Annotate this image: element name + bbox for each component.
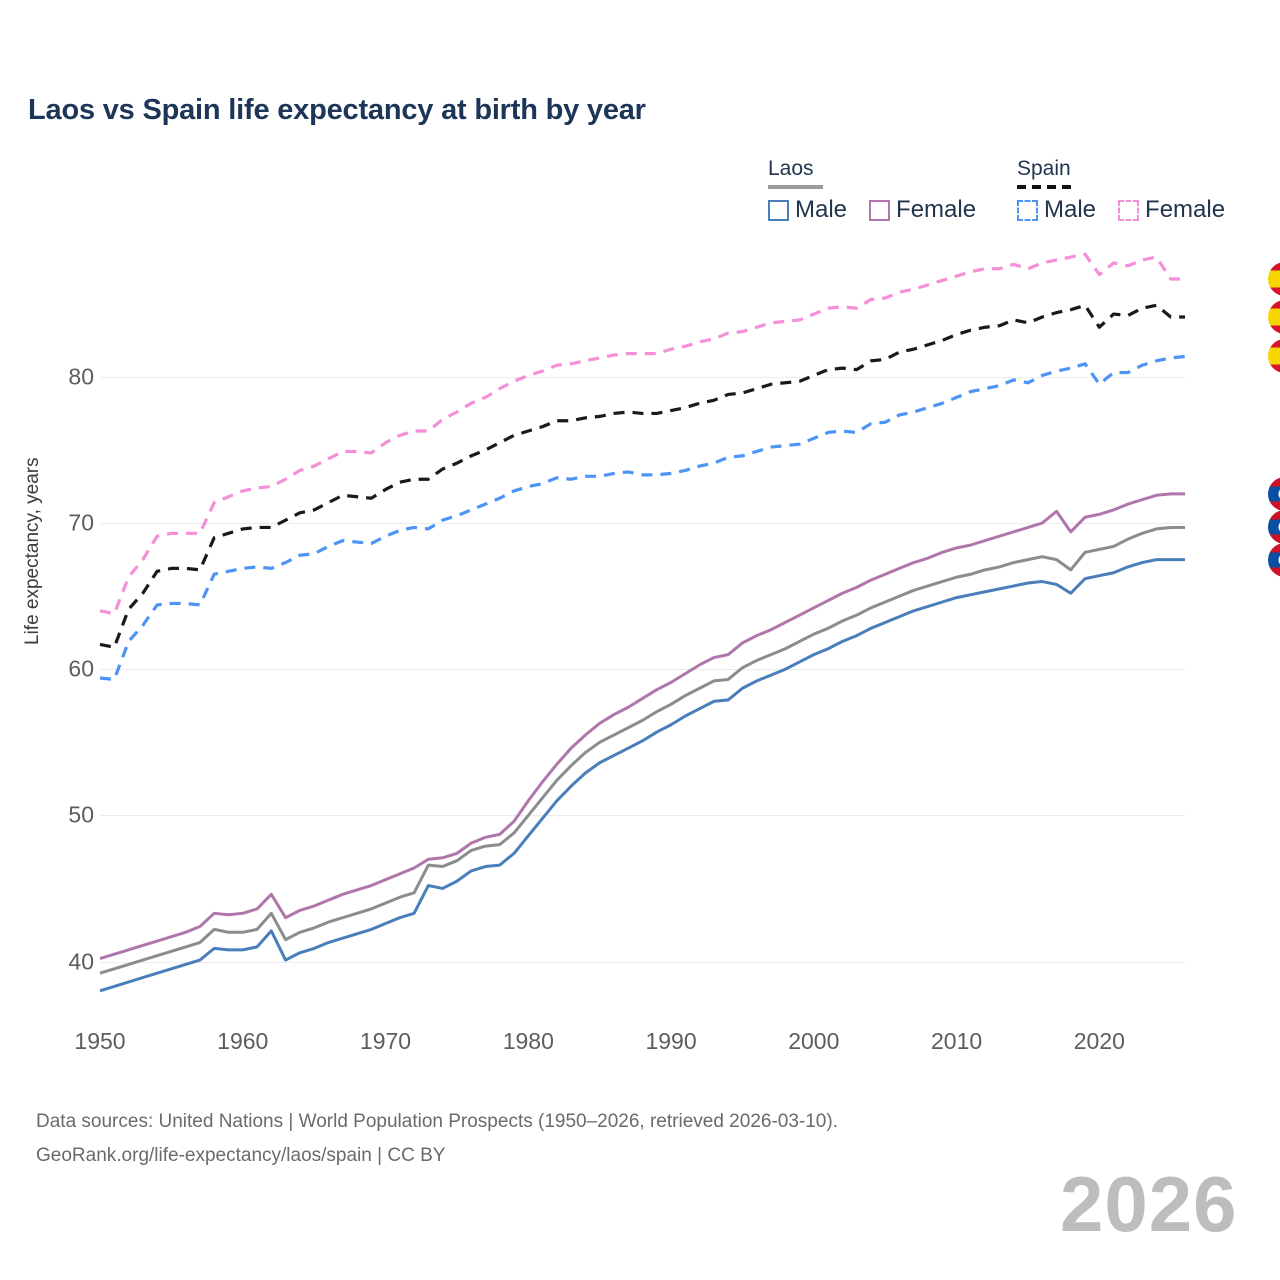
end-value-label: 72	[1268, 476, 1280, 511]
legend-group-title-spain: Spain	[1017, 157, 1071, 180]
line-series	[99, 558, 1185, 993]
plot-area: 40 50 60 70 80 1950 1960 1970 1980 1990 2000 2010 2…	[68, 252, 1237, 1243]
laos-flag-icon	[1268, 476, 1280, 511]
end-value-label: 86.7	[1268, 262, 1280, 296]
laos-flag-icon	[1268, 542, 1280, 577]
end-value-label: 67.5	[1268, 542, 1280, 577]
legend-group-laos: Laos	[768, 158, 823, 189]
footer-line-1: Data sources: United Nations | World Pop…	[36, 1111, 838, 1132]
legend-label-spain-female: Female	[1145, 196, 1226, 223]
legend-label-laos-female: Female	[896, 196, 977, 223]
gridline	[100, 669, 1185, 671]
end-value-label: 84.1	[1268, 300, 1280, 334]
x-axis-tick-label: 2000	[788, 1028, 840, 1054]
gridline	[100, 815, 1185, 817]
gridline	[100, 376, 1185, 378]
spain-flag-icon	[1268, 262, 1280, 296]
legend-swatch-laos-female-icon	[869, 199, 891, 221]
laos-flag-icon	[1268, 510, 1280, 545]
line-series	[99, 354, 1186, 682]
y-axis-label: Life expectancy, years	[22, 457, 43, 645]
y-axis-tick-label: 60	[68, 655, 94, 682]
y-axis-tick-label: 80	[68, 363, 94, 390]
x-axis-tick-label: 1960	[217, 1028, 269, 1054]
legend-swatch-spain-male-icon	[1017, 199, 1038, 221]
legend-item-laos-female[interactable]: Female	[869, 198, 976, 222]
line-series	[99, 525, 1185, 975]
gridline	[100, 523, 1185, 525]
x-axis-tick-label: 2010	[930, 1028, 983, 1054]
legend-swatch-spain-female-icon	[1118, 199, 1140, 221]
chart-title: Laos vs Spain life expectancy at birth b…	[28, 94, 646, 126]
spain-flag-icon	[1268, 339, 1280, 374]
legend-label-spain-male: Male	[1044, 196, 1097, 223]
x-axis-tick-label: 1950	[74, 1028, 126, 1054]
legend-group-title-laos: Laos	[768, 157, 814, 180]
legend-items-spain: Male Female	[1017, 198, 1225, 222]
legend-swatch-laos-male-icon	[768, 199, 789, 221]
series-lines	[99, 252, 1186, 993]
line-series	[99, 492, 1185, 961]
legend-rule-laos	[768, 185, 823, 189]
legend-label-laos-male: Male	[795, 196, 848, 223]
y-axis-tick-label: 40	[68, 948, 94, 975]
spain-flag-icon	[1268, 300, 1280, 334]
legend-group-spain: Spain	[1017, 158, 1072, 189]
footer-line-2: GeoRank.org/life-expectancy/laos/spain |…	[36, 1145, 446, 1166]
end-value-label: 81.4	[1268, 339, 1280, 374]
chart-legend: Laos Male Female Spain Male Fema	[755, 158, 1255, 238]
gridline	[100, 961, 1185, 963]
x-axis-tick-label: 1970	[359, 1028, 412, 1054]
legend-item-spain-female[interactable]: Female	[1118, 198, 1225, 222]
legend-rule-spain	[1017, 185, 1072, 189]
y-axis-tick-label: 50	[68, 801, 94, 828]
legend-item-spain-male[interactable]: Male	[1017, 198, 1096, 222]
year-watermark: 2026	[1060, 1160, 1238, 1248]
footer-sources: Data sources: United Nations | World Pop…	[36, 1105, 838, 1173]
legend-item-laos-male[interactable]: Male	[768, 198, 847, 222]
line-series	[99, 303, 1185, 649]
end-value-label: 69.7	[1268, 510, 1280, 545]
legend-items-laos: Male Female	[768, 198, 976, 222]
x-axis-tick-label: 1980	[502, 1028, 554, 1054]
x-axis-tick-label: 1990	[645, 1028, 697, 1054]
y-axis-tick-label: 70	[68, 509, 94, 536]
x-axis-tick-label: 2020	[1073, 1028, 1125, 1054]
line-series	[99, 252, 1185, 616]
